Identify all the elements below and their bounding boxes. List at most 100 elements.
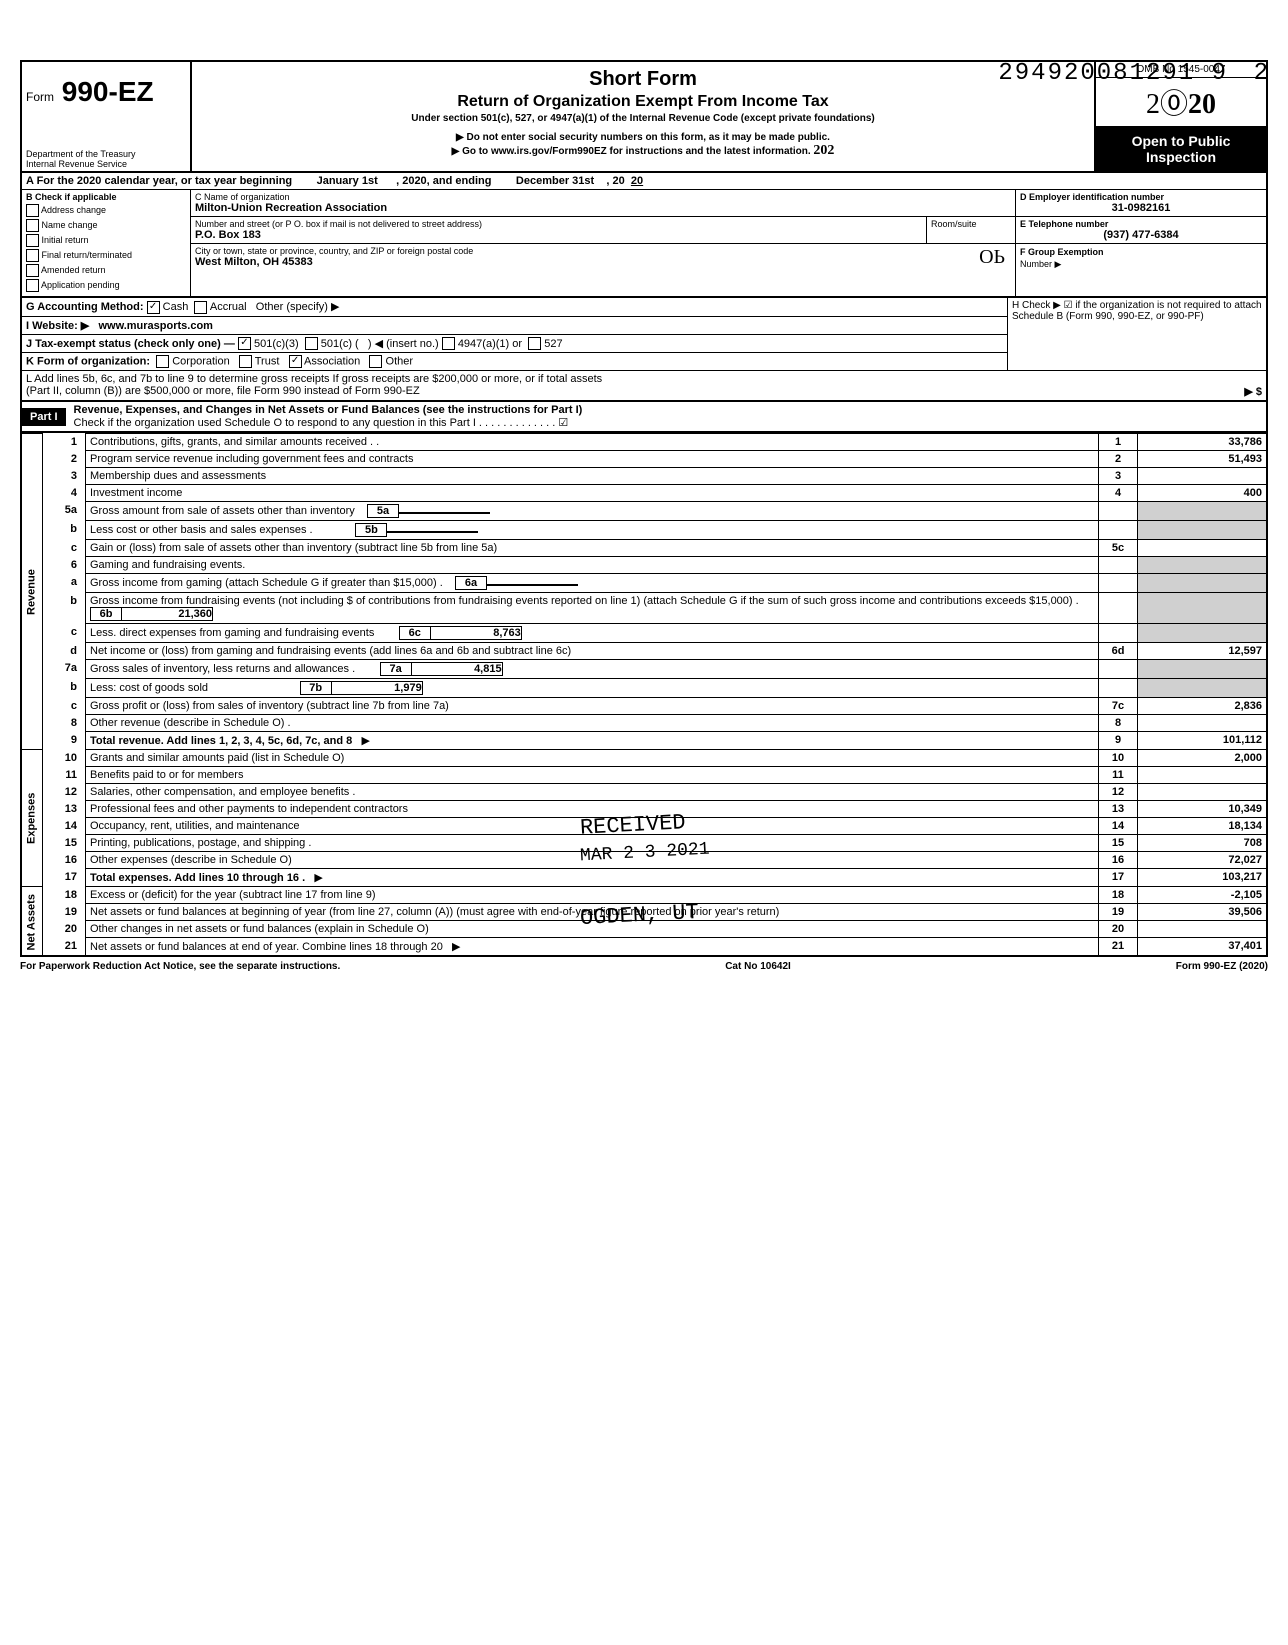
- row-num: 13: [43, 801, 86, 818]
- val-6b: 21,360: [122, 607, 213, 621]
- row-num: 15: [43, 835, 86, 852]
- section-f-label: F Group Exemption: [1020, 247, 1104, 257]
- line-19-label: Net assets or fund balances at beginning…: [86, 904, 1099, 921]
- shaded-cell: [1138, 574, 1268, 593]
- checkbox-other-org[interactable]: [369, 355, 382, 368]
- insert-no: ) ◀ (insert no.): [368, 338, 439, 350]
- assoc-label: Association: [304, 356, 360, 368]
- open-public-1: Open to Public: [1098, 133, 1264, 149]
- arrow: ▶: [361, 735, 369, 747]
- revenue-section-label: Revenue: [21, 434, 43, 750]
- shaded-cell: [1138, 557, 1268, 574]
- row-num: 17: [43, 869, 86, 887]
- shaded-cell: [1099, 574, 1138, 593]
- line-20-val: [1138, 921, 1268, 938]
- checkbox-trust[interactable]: [239, 355, 252, 368]
- checkbox-name-change[interactable]: [26, 219, 39, 232]
- cb-label: Amended return: [41, 265, 106, 275]
- row-num: c: [43, 624, 86, 643]
- shaded-cell: [1138, 502, 1268, 521]
- line-a: A For the 2020 calendar year, or tax yea…: [20, 173, 1268, 190]
- page-number: 2: [1254, 60, 1268, 87]
- checkbox-final-return[interactable]: [26, 249, 39, 262]
- row-num: d: [43, 643, 86, 660]
- line-a-prefix: A For the 2020 calendar year, or tax yea…: [26, 175, 292, 187]
- line-5c-val: [1138, 540, 1268, 557]
- line-11-label: Benefits paid to or for members: [86, 767, 1099, 784]
- line-18-num: 18: [1099, 887, 1138, 904]
- corp-label: Corporation: [172, 356, 229, 368]
- line-7c-num: 7c: [1099, 698, 1138, 715]
- line-16-num: 16: [1099, 852, 1138, 869]
- line-13-num: 13: [1099, 801, 1138, 818]
- line-9-label: Total revenue. Add lines 1, 2, 3, 4, 5c,…: [90, 735, 352, 747]
- line-10-val: 2,000: [1138, 750, 1268, 767]
- section-e-label: E Telephone number: [1020, 219, 1262, 229]
- cb-label: Initial return: [42, 235, 89, 245]
- shaded-cell: [1099, 660, 1138, 679]
- website: www.murasports.com: [98, 320, 213, 332]
- checkbox-4947[interactable]: [442, 337, 455, 350]
- form-title-box: Short Form Return of Organization Exempt…: [192, 62, 1096, 171]
- hand-ob: OЬ: [979, 246, 1005, 269]
- checkbox-cash[interactable]: ✓: [147, 301, 160, 314]
- line-15-val: 708: [1138, 835, 1268, 852]
- checkbox-501c3[interactable]: ✓: [238, 337, 251, 350]
- line-l-arrow: ▶ $: [1244, 385, 1262, 398]
- line-15-num: 15: [1099, 835, 1138, 852]
- line-l-text2: (Part II, column (B)) are $500,000 or mo…: [26, 385, 420, 397]
- line-1-num: 1: [1099, 434, 1138, 451]
- line-a-suffix: , 20: [606, 175, 624, 187]
- trust-label: Trust: [255, 356, 280, 368]
- shaded-cell: [1099, 593, 1138, 624]
- form-page: 294920081291 9 2 SCANNED APR 15 2022 For…: [20, 60, 1268, 972]
- line-20-num: 20: [1099, 921, 1138, 938]
- row-num: 21: [43, 938, 86, 957]
- line-3-val: [1138, 468, 1268, 485]
- checkbox-501c[interactable]: [305, 337, 318, 350]
- shaded-cell: [1138, 593, 1268, 624]
- section-c-label: C Name of organization: [195, 192, 1011, 202]
- line-8-val: [1138, 715, 1268, 732]
- val-6c: 8,763: [431, 626, 522, 640]
- line-10-label: Grants and similar amounts paid (list in…: [86, 750, 1099, 767]
- shaded-cell: [1099, 624, 1138, 643]
- other-org-label: Other: [386, 356, 414, 368]
- checkbox-corp[interactable]: [156, 355, 169, 368]
- form-number: 990-EZ: [62, 76, 154, 107]
- accrual-label: Accrual: [210, 301, 247, 313]
- ssn-note: ▶ Do not enter social security numbers o…: [200, 132, 1086, 143]
- other-label: Other (specify) ▶: [256, 301, 340, 313]
- short-form-title: Short Form: [200, 68, 1086, 91]
- entity-info-block: B Check if applicable Address change Nam…: [20, 190, 1268, 298]
- shaded-cell: [1138, 660, 1268, 679]
- line-16-label: Other expenses (describe in Schedule O): [86, 852, 1099, 869]
- line-l: L Add lines 5b, 6c, and 7b to line 9 to …: [20, 371, 1268, 402]
- shaded-cell: [1138, 679, 1268, 698]
- line-4-val: 400: [1138, 485, 1268, 502]
- checkbox-initial-return[interactable]: [26, 234, 39, 247]
- line-11-num: 11: [1099, 767, 1138, 784]
- checkbox-accrual[interactable]: [194, 301, 207, 314]
- line-16-val: 72,027: [1138, 852, 1268, 869]
- line-13-label: Professional fees and other payments to …: [86, 801, 1099, 818]
- paperwork-notice: For Paperwork Reduction Act Notice, see …: [20, 961, 340, 972]
- checkbox-application-pending[interactable]: [26, 279, 39, 292]
- line-j-label: J Tax-exempt status (check only one) —: [26, 338, 235, 350]
- line-15-label: Printing, publications, postage, and shi…: [86, 835, 1099, 852]
- line-9-num: 9: [1099, 732, 1138, 750]
- box-6b: 6b: [90, 607, 122, 621]
- row-num: 18: [43, 887, 86, 904]
- cb-label: Application pending: [41, 280, 120, 290]
- checkbox-527[interactable]: [528, 337, 541, 350]
- line-2-label: Program service revenue including govern…: [86, 451, 1099, 468]
- checkbox-address-change[interactable]: [26, 204, 39, 217]
- line-18-label: Excess or (deficit) for the year (subtra…: [86, 887, 1099, 904]
- line-21-label: Net assets or fund balances at end of ye…: [90, 941, 443, 953]
- checkbox-amended[interactable]: [26, 264, 39, 277]
- line-14-label: Occupancy, rent, utilities, and maintena…: [86, 818, 1099, 835]
- line-i-label: I Website: ▶: [26, 320, 89, 332]
- checkbox-assoc[interactable]: ✓: [289, 355, 302, 368]
- dept-irs: Internal Revenue Service: [26, 159, 136, 169]
- part-1-table: Revenue 1 Contributions, gifts, grants, …: [20, 433, 1268, 957]
